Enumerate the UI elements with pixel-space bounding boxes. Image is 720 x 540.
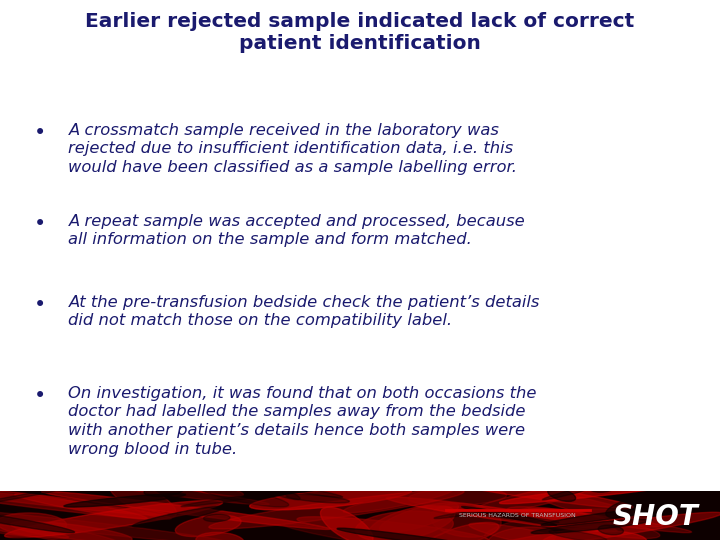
Ellipse shape: [606, 498, 649, 518]
Text: •: •: [33, 386, 46, 406]
Ellipse shape: [0, 512, 121, 540]
Ellipse shape: [181, 492, 275, 507]
Ellipse shape: [132, 506, 225, 527]
Ellipse shape: [0, 520, 69, 538]
Ellipse shape: [164, 478, 243, 496]
Ellipse shape: [379, 503, 459, 532]
Ellipse shape: [481, 512, 720, 540]
Ellipse shape: [0, 488, 68, 505]
Ellipse shape: [204, 514, 230, 522]
Ellipse shape: [76, 478, 269, 505]
Ellipse shape: [109, 480, 176, 518]
Ellipse shape: [408, 488, 507, 505]
Ellipse shape: [541, 508, 665, 525]
Ellipse shape: [0, 513, 66, 535]
Ellipse shape: [588, 482, 615, 492]
Ellipse shape: [500, 475, 720, 504]
Ellipse shape: [144, 485, 184, 496]
Ellipse shape: [286, 494, 349, 503]
Ellipse shape: [535, 510, 691, 532]
Ellipse shape: [0, 483, 168, 515]
Ellipse shape: [41, 491, 330, 529]
Ellipse shape: [431, 503, 501, 537]
Ellipse shape: [0, 511, 75, 533]
Ellipse shape: [250, 487, 412, 510]
Ellipse shape: [535, 492, 662, 526]
Ellipse shape: [0, 507, 231, 540]
Text: •: •: [33, 295, 46, 315]
Text: •: •: [33, 214, 46, 234]
Text: SHOT: SHOT: [612, 503, 698, 531]
Ellipse shape: [598, 525, 624, 535]
Ellipse shape: [531, 519, 652, 534]
Ellipse shape: [199, 485, 289, 507]
Ellipse shape: [42, 485, 104, 492]
Ellipse shape: [356, 511, 454, 540]
Ellipse shape: [196, 532, 244, 540]
Ellipse shape: [320, 507, 373, 540]
Ellipse shape: [0, 488, 171, 519]
Ellipse shape: [239, 479, 343, 497]
Ellipse shape: [507, 507, 660, 538]
Ellipse shape: [548, 488, 576, 502]
Ellipse shape: [485, 509, 623, 540]
Ellipse shape: [14, 494, 147, 519]
Text: •: •: [33, 123, 46, 143]
Text: Earlier rejected sample indicated lack of correct
patient identification: Earlier rejected sample indicated lack o…: [86, 12, 634, 53]
Text: On investigation, it was found that on both occasions the
doctor had labelled th: On investigation, it was found that on b…: [68, 386, 537, 456]
Ellipse shape: [11, 522, 132, 540]
Ellipse shape: [209, 490, 464, 529]
Ellipse shape: [521, 508, 611, 528]
Ellipse shape: [343, 488, 453, 512]
Ellipse shape: [175, 515, 241, 537]
Text: At the pre-transfusion bedside check the patient’s details
did not match those o: At the pre-transfusion bedside check the…: [68, 295, 540, 328]
Ellipse shape: [428, 522, 499, 540]
Ellipse shape: [458, 511, 559, 523]
Ellipse shape: [297, 517, 489, 540]
Ellipse shape: [414, 474, 634, 508]
Ellipse shape: [282, 524, 402, 540]
Text: SERIOUS HAZARDS OF TRANSFUSION: SERIOUS HAZARDS OF TRANSFUSION: [459, 513, 575, 518]
Ellipse shape: [541, 530, 647, 540]
Ellipse shape: [4, 501, 222, 538]
Ellipse shape: [337, 528, 485, 540]
Text: A crossmatch sample received in the laboratory was
rejected due to insufficient : A crossmatch sample received in the labo…: [68, 123, 518, 175]
Ellipse shape: [488, 527, 556, 540]
Ellipse shape: [434, 510, 485, 518]
Ellipse shape: [0, 538, 48, 540]
Ellipse shape: [386, 497, 617, 532]
Ellipse shape: [462, 507, 557, 525]
Text: A repeat sample was accepted and processed, because
all information on the sampl: A repeat sample was accepted and process…: [68, 214, 525, 247]
Ellipse shape: [469, 523, 593, 540]
Ellipse shape: [466, 484, 592, 516]
Ellipse shape: [368, 505, 455, 540]
Ellipse shape: [254, 482, 300, 500]
Ellipse shape: [549, 530, 607, 540]
Ellipse shape: [542, 478, 624, 500]
Ellipse shape: [64, 494, 186, 507]
